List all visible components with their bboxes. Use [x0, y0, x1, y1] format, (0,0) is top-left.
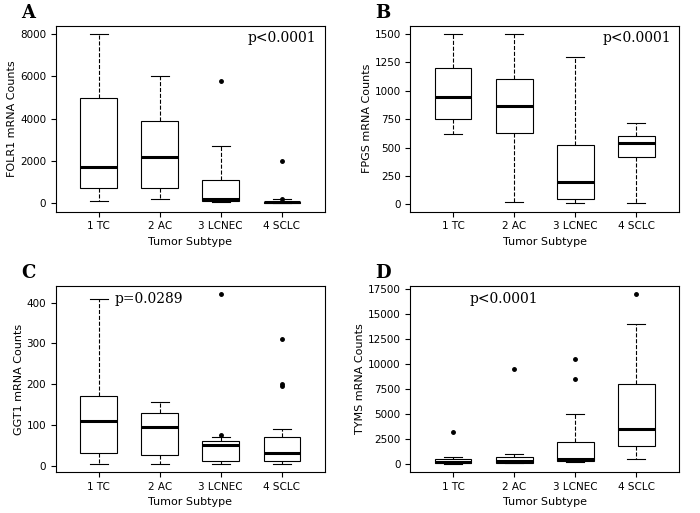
PathPatch shape	[435, 68, 472, 119]
PathPatch shape	[80, 97, 117, 188]
PathPatch shape	[557, 442, 594, 461]
Text: C: C	[21, 264, 36, 282]
Text: p<0.0001: p<0.0001	[470, 291, 538, 306]
X-axis label: Tumor Subtype: Tumor Subtype	[148, 497, 232, 507]
PathPatch shape	[496, 457, 533, 463]
PathPatch shape	[618, 136, 654, 156]
Text: A: A	[21, 4, 35, 22]
Y-axis label: TYMS mRNA Counts: TYMS mRNA Counts	[355, 324, 365, 435]
PathPatch shape	[435, 459, 472, 463]
PathPatch shape	[557, 145, 594, 199]
PathPatch shape	[496, 80, 533, 133]
PathPatch shape	[141, 121, 178, 188]
Text: p=0.0289: p=0.0289	[115, 291, 183, 306]
X-axis label: Tumor Subtype: Tumor Subtype	[503, 237, 587, 247]
Text: p<0.0001: p<0.0001	[602, 31, 671, 45]
Text: p<0.0001: p<0.0001	[248, 31, 316, 45]
PathPatch shape	[263, 202, 300, 203]
Y-axis label: FPGS mRNA Counts: FPGS mRNA Counts	[362, 64, 372, 173]
PathPatch shape	[263, 437, 300, 462]
Y-axis label: GGT1 mRNA Counts: GGT1 mRNA Counts	[14, 323, 24, 435]
Text: B: B	[376, 4, 391, 22]
PathPatch shape	[202, 180, 239, 201]
X-axis label: Tumor Subtype: Tumor Subtype	[503, 497, 587, 507]
X-axis label: Tumor Subtype: Tumor Subtype	[148, 237, 232, 247]
PathPatch shape	[141, 412, 178, 456]
Text: D: D	[376, 264, 391, 282]
PathPatch shape	[202, 441, 239, 462]
Y-axis label: FOLR1 mRNA Counts: FOLR1 mRNA Counts	[8, 61, 18, 177]
PathPatch shape	[80, 396, 117, 453]
PathPatch shape	[618, 384, 654, 446]
